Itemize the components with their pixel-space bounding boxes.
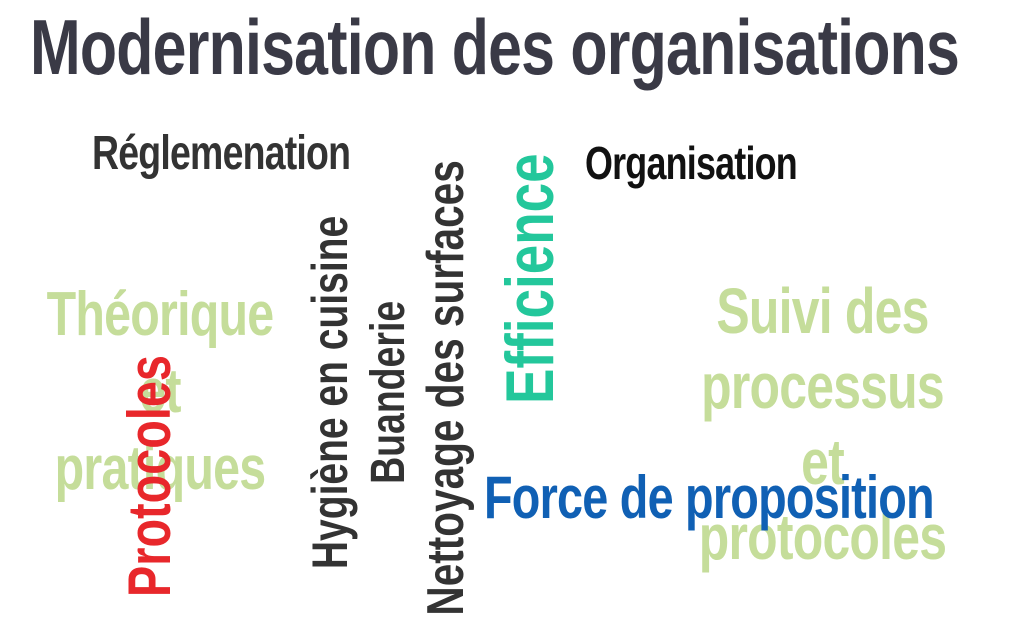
word-buanderie: Buanderie [362, 288, 415, 496]
word-organisation-text: Organisation [585, 137, 798, 189]
word-theorique-text: Théorique et pratiques [46, 279, 275, 503]
word-theorique-et-pratiques: Théorique et pratiques [10, 200, 310, 508]
word-suivi-des-processus: Suivi des processus et protocoles [660, 198, 985, 576]
word-reglementation-text: Réglemenation [92, 127, 351, 180]
word-nettoyage-text: Nettoyage des surfaces [417, 160, 475, 616]
word-protocoles-text: Protocoles [116, 355, 183, 598]
word-nettoyage-des-surfaces: Nettoyage des surfaces [417, 158, 475, 618]
word-buanderie-text: Buanderie [362, 300, 415, 484]
word-suivi-text: Suivi des processus et protocoles [698, 274, 947, 574]
word-hygiene-en-cuisine: Hygiène en cuisine [302, 203, 358, 581]
word-force-de-proposition: Force de proposition [484, 468, 1026, 528]
page-title: Modernisation des organisations [30, 8, 1026, 86]
word-efficience-text: Efficience [492, 153, 568, 405]
title-text: Modernisation des organisations [30, 3, 960, 91]
word-efficience: Efficience [492, 133, 568, 425]
word-hygiene-text: Hygiène en cuisine [302, 215, 358, 569]
word-organisation: Organisation [585, 140, 857, 186]
word-protocoles: Protocoles [116, 343, 183, 610]
word-reglementation: Réglemenation [92, 130, 423, 178]
word-force-text: Force de proposition [484, 464, 935, 531]
